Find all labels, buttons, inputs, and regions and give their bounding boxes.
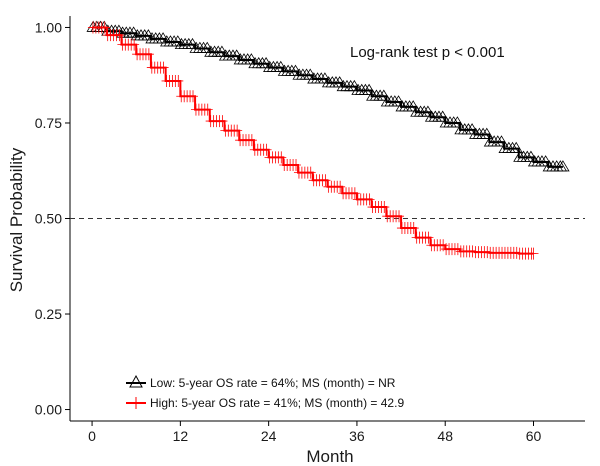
survival-curve	[92, 26, 534, 255]
series-high	[87, 21, 539, 260]
censor-mark	[377, 89, 391, 101]
censor-mark	[173, 74, 184, 87]
x-tick-label: 48	[437, 428, 453, 444]
censor-mark	[129, 38, 140, 51]
censor-mark	[156, 32, 170, 44]
censor-mark	[232, 124, 243, 137]
censor-mark	[320, 174, 331, 187]
survival-curve	[92, 26, 563, 168]
censor-mark	[141, 29, 156, 41]
censor-mark	[406, 100, 420, 112]
censor-mark	[126, 26, 141, 38]
censor-mark	[394, 210, 405, 223]
y-axis-title: Survival Probability	[7, 147, 26, 292]
censor-mark	[467, 245, 478, 258]
series-low	[86, 20, 570, 172]
censor-mark	[556, 160, 570, 172]
censor-mark	[291, 159, 302, 172]
censor-mark	[423, 231, 434, 244]
log-rank-annotation: Log-rank test p < 0.001	[350, 44, 505, 61]
censor-mark	[435, 110, 450, 122]
legend-triangle-icon	[129, 374, 143, 388]
series-layer	[86, 20, 570, 260]
censor-mark	[305, 166, 316, 179]
x-tick-label: 60	[526, 428, 542, 444]
censor-mark	[408, 222, 419, 235]
legend-item-low: Low: 5-year OS rate = 64%; MS (month) = …	[126, 374, 396, 390]
x-tick-label: 24	[261, 428, 277, 444]
legend: Low: 5-year OS rate = 64%; MS (month) = …	[126, 374, 404, 410]
censor-mark	[261, 143, 272, 156]
censor-mark	[188, 90, 199, 103]
censor-mark	[143, 48, 154, 61]
legend-label-low: Low: 5-year OS rate = 64%; MS (month) = …	[150, 376, 396, 390]
censor-mark	[99, 21, 110, 34]
x-axis-title: Month	[306, 447, 353, 466]
y-tick-label: 0.25	[35, 306, 62, 322]
censor-mark	[158, 61, 169, 74]
censor-mark	[452, 243, 463, 256]
censor-mark	[276, 151, 287, 164]
censor-mark	[217, 115, 228, 128]
censor-mark	[202, 103, 213, 116]
censor-mark	[114, 29, 125, 42]
censor-mark	[511, 246, 522, 259]
y-axis-ticks: 0.00 0.25 0.50 0.75 1.00	[35, 19, 70, 418]
censor-mark	[480, 127, 494, 139]
censor-mark	[379, 201, 390, 214]
censor-mark	[482, 246, 493, 259]
censor-mark	[450, 116, 465, 128]
x-axis-ticks: 0 12 24 36 48 60	[88, 421, 541, 444]
y-tick-label: 0.75	[35, 115, 62, 131]
censor-mark	[528, 247, 539, 260]
y-tick-label: 0.00	[35, 402, 62, 418]
censor-mark	[391, 95, 406, 107]
censor-mark	[538, 155, 553, 167]
censor-mark	[362, 83, 376, 95]
legend-plus-icon	[130, 397, 142, 409]
y-tick-label: 1.00	[35, 19, 62, 35]
censor-mark	[364, 193, 375, 206]
censor-mark	[494, 135, 509, 147]
legend-item-high: High: 5-year OS rate = 41%; MS (month) =…	[126, 396, 404, 410]
censor-mark	[421, 105, 435, 117]
censor-mark	[246, 134, 257, 147]
legend-label-high: High: 5-year OS rate = 41%; MS (month) =…	[150, 396, 404, 410]
x-tick-label: 36	[349, 428, 365, 444]
x-tick-label: 0	[88, 428, 96, 444]
censor-mark	[349, 187, 360, 200]
censor-mark	[335, 180, 346, 193]
x-tick-label: 12	[173, 428, 189, 444]
y-tick-label: 0.50	[35, 211, 62, 227]
censor-mark	[171, 35, 185, 47]
censor-mark	[509, 141, 523, 153]
